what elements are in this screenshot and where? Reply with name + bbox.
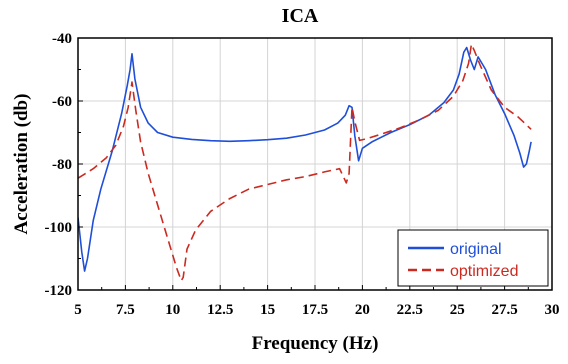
x-tick-label: 10 [165,302,180,318]
series-line-optimized [78,43,532,282]
x-tick-label: 5 [74,302,82,318]
y-tick-label: -80 [52,157,72,173]
x-tick-label: 30 [545,302,560,318]
series-layer [78,43,532,282]
legend-label-original: original [450,241,502,258]
x-axis-label: Frequency (Hz) [252,333,379,354]
ticks: 5 7.5 10 12.5 15 17.5 20 22.5 25 27.5 30 -120 -100 -8… [45,31,560,318]
y-tick-label: -100 [45,220,73,236]
x-tick-label: 17.5 [302,302,328,318]
chart-title: ICA [282,5,319,27]
x-tick-label: 27.5 [491,302,517,318]
legend-box [397,229,549,287]
series-line-original [78,46,532,272]
legend: original optimized [397,229,549,287]
x-tick-label: 7.5 [116,302,135,318]
x-tick-label: 15 [260,302,275,318]
legend-label-optimized: optimized [450,263,518,280]
x-tick-label: 25 [450,302,465,318]
y-tick-label: -40 [52,31,72,47]
x-tick-label: 22.5 [397,302,423,318]
y-tick-label: -60 [52,94,72,110]
y-tick-label: -120 [45,283,73,299]
grid [78,38,552,290]
x-tick-label: 20 [355,302,370,318]
x-tick-label: 12.5 [207,302,233,318]
y-axis-label: Acceleration (db) [11,94,32,235]
